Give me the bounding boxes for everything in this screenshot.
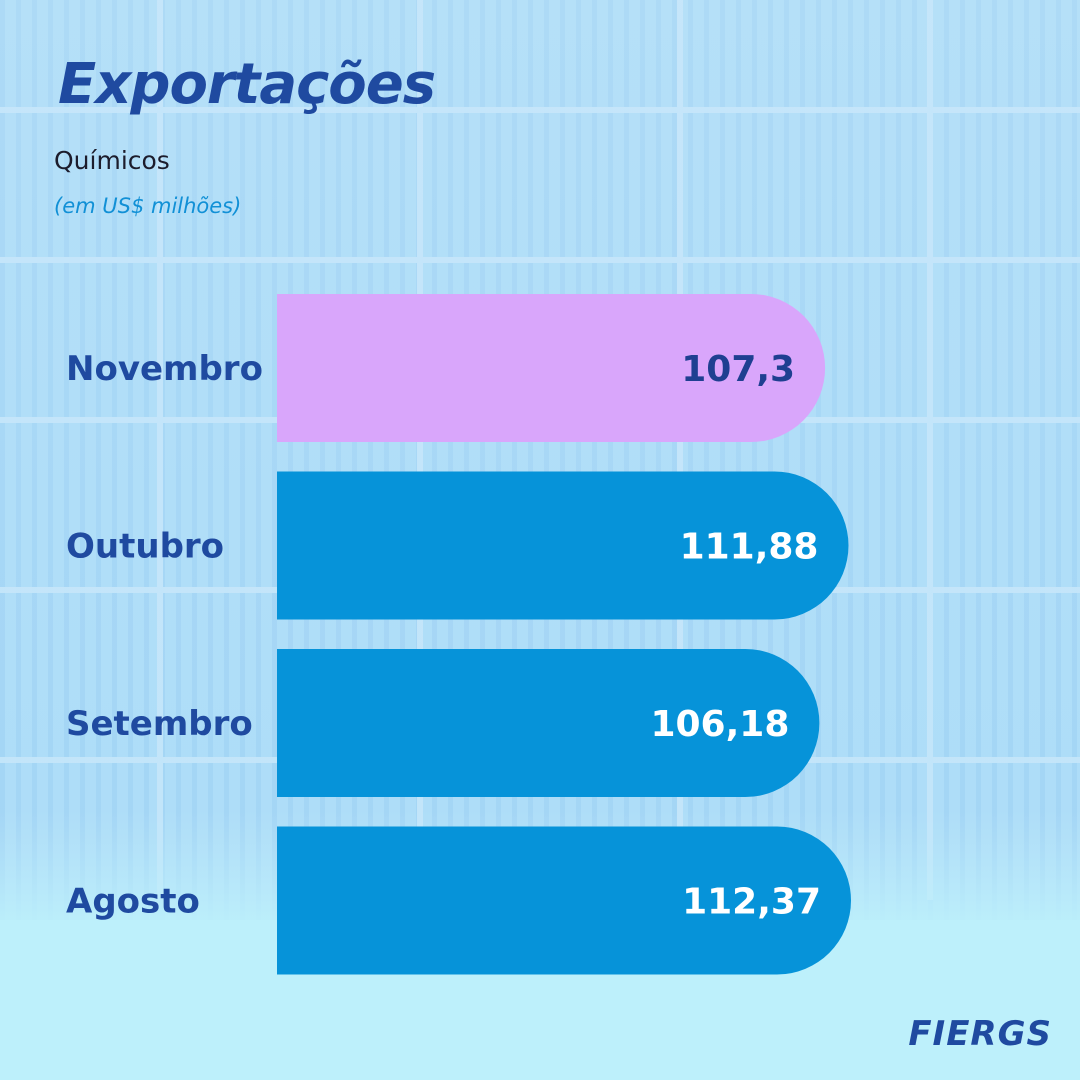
value-label-agosto: 112,37 [682, 882, 821, 923]
fiergs-logo: FIERGS [908, 1014, 1052, 1054]
value-label-novembro: 107,3 [681, 349, 795, 390]
unit-label: (em US$ milhões) [54, 194, 242, 218]
category-label-agosto: Agosto [66, 882, 200, 922]
value-label-outubro: 111,88 [680, 527, 819, 568]
bar-agosto [277, 826, 851, 975]
value-label-setembro: 106,18 [650, 704, 789, 745]
bar-setembro [277, 649, 820, 797]
category-label-outubro: Outubro [66, 527, 224, 567]
bar-novembro [277, 294, 826, 442]
category-label-setembro: Setembro [66, 704, 253, 744]
category-label-novembro: Novembro [66, 349, 263, 389]
page-title: Exportações [58, 52, 436, 117]
bar-outubro [277, 471, 849, 620]
chart-subtitle: Químicos [54, 146, 170, 175]
